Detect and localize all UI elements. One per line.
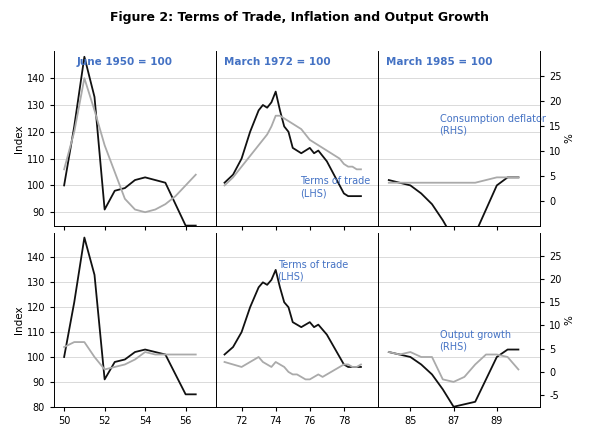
Text: Figure 2: Terms of Trade, Inflation and Output Growth: Figure 2: Terms of Trade, Inflation and … — [110, 11, 490, 24]
Text: June 1950 = 100: June 1950 = 100 — [77, 57, 173, 67]
Y-axis label: Index: Index — [14, 305, 23, 334]
Text: March 1985 = 100: March 1985 = 100 — [386, 57, 493, 67]
Y-axis label: Index: Index — [14, 124, 23, 153]
Text: Output growth
(RHS): Output growth (RHS) — [440, 330, 511, 351]
Text: Terms of trade
(LHS): Terms of trade (LHS) — [300, 177, 370, 198]
Y-axis label: %: % — [565, 315, 574, 325]
Text: Consumption deflator
(RHS): Consumption deflator (RHS) — [440, 114, 545, 135]
Y-axis label: %: % — [565, 134, 574, 143]
Text: March 1972 = 100: March 1972 = 100 — [224, 57, 331, 67]
Text: Terms of trade
(LHS): Terms of trade (LHS) — [278, 260, 348, 282]
